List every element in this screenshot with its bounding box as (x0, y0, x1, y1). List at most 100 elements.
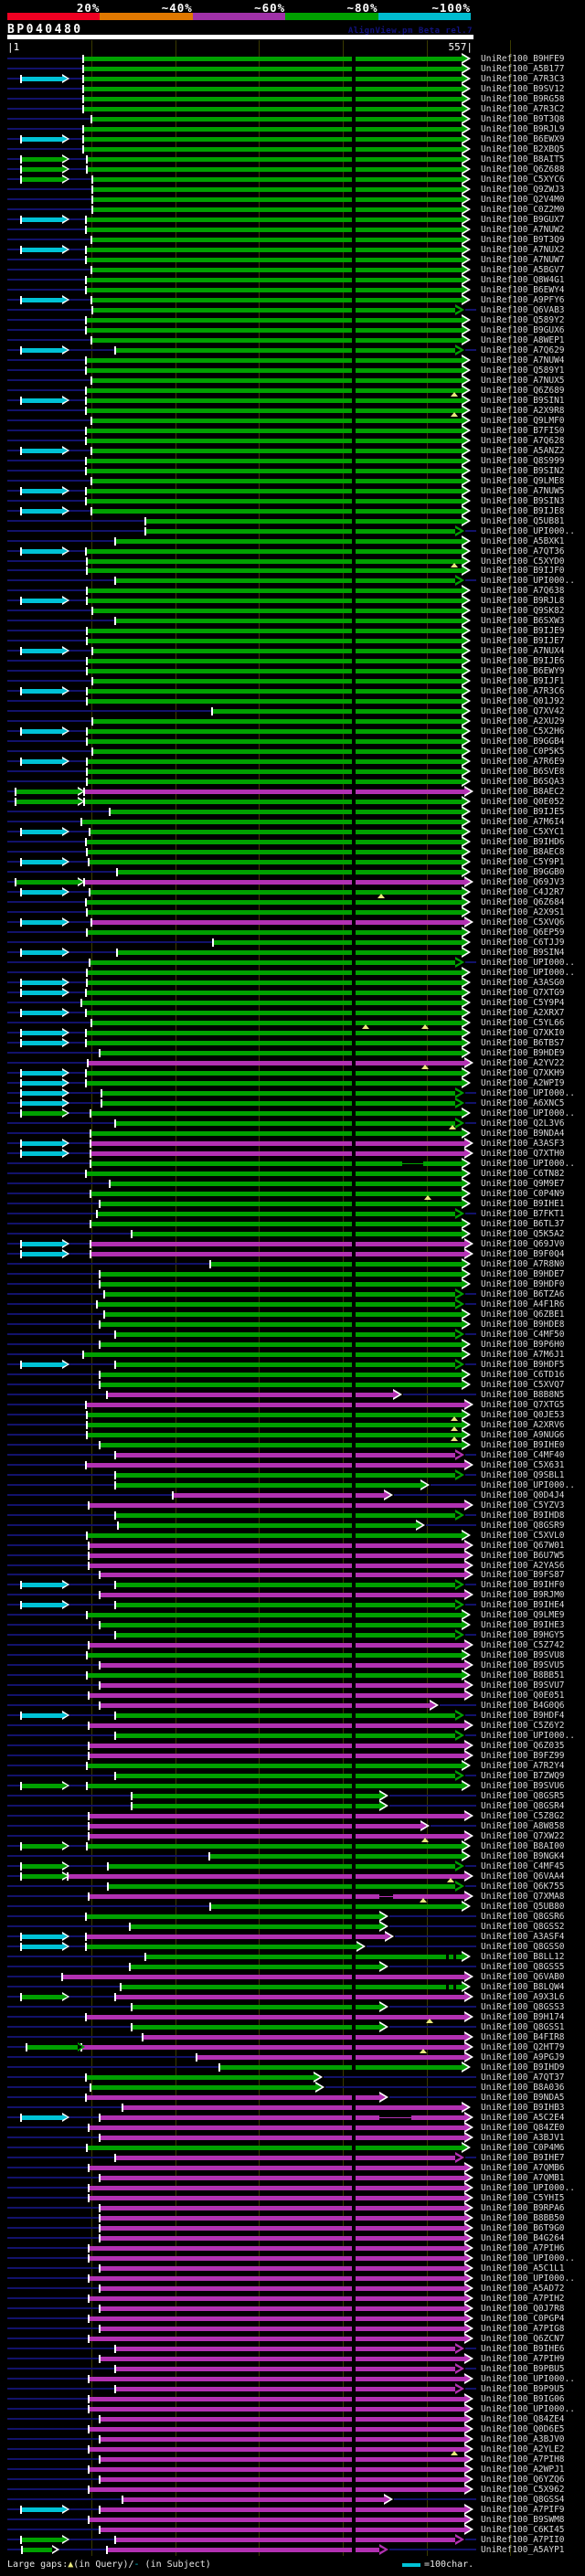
hit-label[interactable]: UniRef100_B9GGB4 (481, 737, 565, 747)
hit-label[interactable]: UniRef100_UPI000.. (481, 2273, 575, 2284)
hsp-bar[interactable] (98, 1301, 455, 1307)
hit-label[interactable]: UniRef100_B4G264 (481, 2232, 565, 2243)
hsp-bar[interactable] (93, 609, 462, 614)
hsp-bar[interactable] (92, 116, 462, 122)
hit-label[interactable]: UniRef100_C0P4M6 (481, 2142, 565, 2153)
hit-label[interactable]: UniRef100_A7Q638 (481, 586, 565, 597)
hsp-bar[interactable] (90, 2446, 464, 2452)
hit-label[interactable]: UniRef100_Q589Y2 (481, 314, 565, 325)
hsp-bar[interactable] (118, 870, 462, 875)
hsp-bar[interactable] (90, 2275, 464, 2281)
hit-label[interactable]: UniRef100_Q7XTG5 (481, 1399, 565, 1410)
hit-label[interactable]: UniRef100_UPI000.. (481, 968, 575, 979)
hsp-bar[interactable] (88, 930, 462, 936)
hit-label[interactable]: UniRef100_B6TBS7 (481, 1038, 565, 1049)
hsp-bar[interactable] (101, 2527, 464, 2532)
fragment-bar[interactable] (22, 1935, 62, 1940)
hsp-bar[interactable] (90, 2466, 464, 2472)
hsp-bar[interactable] (87, 357, 462, 363)
hit-label[interactable]: UniRef100_B8LQW4 (481, 1982, 565, 1993)
hit-label[interactable]: UniRef100_A7PIH8 (481, 2454, 565, 2465)
hit-label[interactable]: UniRef100_C6TJJ9 (481, 938, 565, 949)
hit-label[interactable]: UniRef100_UPI000.. (481, 2403, 575, 2414)
hit-label[interactable]: UniRef100_C5YZV3 (481, 1500, 565, 1511)
hit-label[interactable]: UniRef100_C5XYC6 (481, 174, 565, 185)
hsp-bar[interactable] (108, 2547, 379, 2552)
hit-label[interactable]: UniRef100_B9IJE5 (481, 807, 565, 818)
hsp-bar[interactable] (116, 1774, 455, 1779)
hit-label[interactable]: UniRef100_B9T3Q9 (481, 234, 565, 245)
hit-label[interactable]: UniRef100_B9IJF1 (481, 676, 565, 687)
hsp-bar[interactable] (90, 1754, 464, 1759)
hsp-bar[interactable] (91, 1161, 462, 1166)
hit-label[interactable]: UniRef100_UPI000.. (481, 1108, 575, 1118)
hsp-bar[interactable] (93, 196, 462, 202)
fragment-bar[interactable] (22, 1110, 62, 1116)
hit-label[interactable]: UniRef100_A7PIG8 (481, 2323, 565, 2334)
hsp-bar[interactable] (210, 1854, 462, 1860)
hit-label[interactable]: UniRef100_Q6ZCN7 (481, 2333, 565, 2344)
hsp-bar[interactable] (90, 2406, 464, 2412)
fragment-bar[interactable] (16, 790, 78, 795)
hit-label[interactable]: UniRef100_B6U7W5 (481, 1550, 565, 1561)
hsp-bar[interactable] (90, 1643, 464, 1648)
hit-label[interactable]: UniRef100_B8AEC2 (481, 787, 565, 798)
hsp-bar[interactable] (109, 1864, 455, 1870)
hit-label[interactable]: UniRef100_A9NUG6 (481, 1429, 565, 1440)
hsp-bar[interactable] (90, 860, 462, 865)
hsp-bar[interactable] (88, 1613, 462, 1618)
hit-label[interactable]: UniRef100_C4MF40 (481, 1449, 565, 1460)
hsp-bar[interactable] (101, 1663, 464, 1669)
hsp-bar[interactable] (90, 1563, 464, 1568)
hit-label[interactable]: UniRef100_Q8GSR9 (481, 1520, 565, 1531)
fragment-bar[interactable] (22, 398, 62, 403)
hsp-bar[interactable] (87, 498, 462, 504)
fragment-bar[interactable] (22, 548, 62, 554)
hit-label[interactable]: UniRef100_A7Q629 (481, 345, 565, 355)
hit-label[interactable]: UniRef100_A7NUW2 (481, 224, 565, 235)
hit-label[interactable]: UniRef100_B9IHD8 (481, 1510, 565, 1521)
hit-label[interactable]: UniRef100_B9IG06 (481, 2393, 565, 2404)
hsp-bar[interactable] (87, 398, 462, 403)
hit-label[interactable]: UniRef100_B9HGY5 (481, 1630, 565, 1641)
hsp-bar[interactable] (101, 2235, 464, 2241)
hsp-bar[interactable] (90, 1744, 464, 1749)
hit-label[interactable]: UniRef100_C5XVQ7 (481, 1379, 565, 1390)
hit-label[interactable]: UniRef100_A7Q628 (481, 435, 565, 446)
hsp-bar[interactable] (87, 227, 462, 232)
hit-label[interactable]: UniRef100_UPI000.. (481, 2253, 575, 2263)
hit-label[interactable]: UniRef100_Q6K755 (481, 1882, 565, 1892)
hit-label[interactable]: UniRef100_A2XRX7 (481, 1008, 565, 1019)
hsp-bar[interactable] (88, 558, 462, 564)
hit-label[interactable]: UniRef100_Q8GSR6 (481, 1912, 565, 1923)
hit-label[interactable]: UniRef100_A3ASG0 (481, 978, 565, 989)
hit-label[interactable]: UniRef100_A3ASF3 (481, 1138, 565, 1149)
fragment-bar[interactable] (22, 1995, 62, 2000)
hit-label[interactable]: UniRef100_Q7XMA8 (481, 1892, 565, 1903)
hit-label[interactable]: UniRef100_B9GGB0 (481, 867, 565, 878)
hsp-bar[interactable] (174, 1492, 384, 1498)
hsp-bar[interactable] (87, 1041, 462, 1046)
hsp-bar[interactable] (123, 2104, 462, 2110)
hsp-bar[interactable] (101, 1321, 462, 1327)
hit-label[interactable]: UniRef100_Q6YZQ6 (481, 2474, 565, 2485)
hit-label[interactable]: UniRef100_C0Z2M0 (481, 204, 565, 215)
hsp-bar[interactable] (90, 1502, 464, 1508)
hsp-bar[interactable] (102, 1090, 455, 1096)
hit-label[interactable]: UniRef100_A5AYP1 (481, 2544, 565, 2555)
hit-label[interactable]: UniRef100_Q69JV3 (481, 877, 565, 888)
hit-label[interactable]: UniRef100_A7R3C6 (481, 686, 565, 697)
fragment-bar[interactable] (22, 1945, 62, 1950)
hit-label[interactable]: UniRef100_A5C1L1 (481, 2263, 565, 2274)
fragment-bar[interactable] (22, 890, 62, 896)
hsp-bar[interactable] (84, 57, 462, 61)
hsp-bar[interactable] (105, 1311, 462, 1317)
hsp-bar[interactable] (88, 1422, 462, 1427)
fragment-bar[interactable] (22, 1583, 62, 1588)
hit-label[interactable]: UniRef100_Q9M9E7 (481, 1178, 565, 1189)
hit-label[interactable]: UniRef100_A5C2E4 (481, 2112, 565, 2123)
hsp-bar[interactable] (88, 759, 462, 765)
hsp-bar[interactable] (101, 2225, 464, 2231)
hsp-bar[interactable] (85, 790, 464, 795)
hsp-bar[interactable] (85, 880, 464, 885)
